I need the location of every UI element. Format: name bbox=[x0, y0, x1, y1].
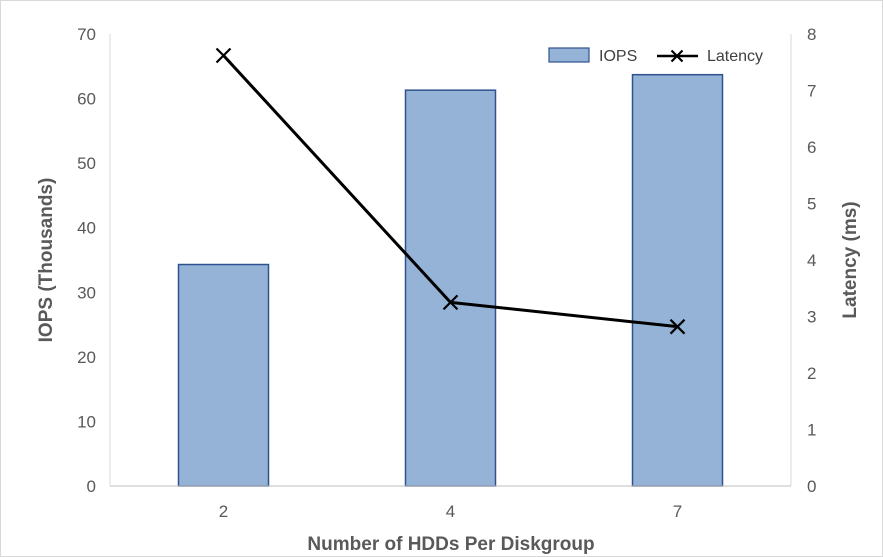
bar-iops-7 bbox=[633, 75, 723, 486]
y2-tick-label: 7 bbox=[807, 82, 816, 101]
y2-tick-label: 4 bbox=[807, 251, 816, 270]
y-tick-label: 40 bbox=[77, 219, 96, 238]
y-axis-title: IOPS (Thousands) bbox=[36, 178, 57, 343]
x-axis-title: Number of HDDs Per Diskgroup bbox=[307, 534, 594, 555]
legend-swatch-iops bbox=[549, 48, 589, 62]
legend-label-iops: IOPS bbox=[599, 48, 637, 65]
y2-tick-label: 1 bbox=[807, 421, 816, 440]
y-tick-label: 50 bbox=[77, 154, 96, 173]
bar-iops-4 bbox=[406, 90, 496, 486]
y-tick-label: 60 bbox=[77, 90, 96, 109]
x-tick-label: 4 bbox=[446, 502, 455, 521]
y2-axis-title: Latency (ms) bbox=[840, 201, 861, 318]
y2-tick-label: 5 bbox=[807, 195, 816, 214]
x-tick-label: 7 bbox=[673, 502, 682, 521]
legend-label-latency: Latency bbox=[707, 48, 763, 65]
y-tick-label: 10 bbox=[77, 412, 96, 431]
y2-tick-label: 6 bbox=[807, 138, 816, 157]
bar-iops-2 bbox=[179, 265, 269, 486]
y2-tick-label: 8 bbox=[807, 25, 816, 44]
y-tick-label: 70 bbox=[77, 25, 96, 44]
y-tick-label: 0 bbox=[87, 477, 96, 496]
y-tick-label: 30 bbox=[77, 283, 96, 302]
y2-tick-label: 2 bbox=[807, 364, 816, 383]
y-tick-label: 20 bbox=[77, 348, 96, 367]
y2-tick-label: 3 bbox=[807, 308, 816, 327]
x-tick-label: 2 bbox=[219, 502, 228, 521]
y2-tick-label: 0 bbox=[807, 477, 816, 496]
